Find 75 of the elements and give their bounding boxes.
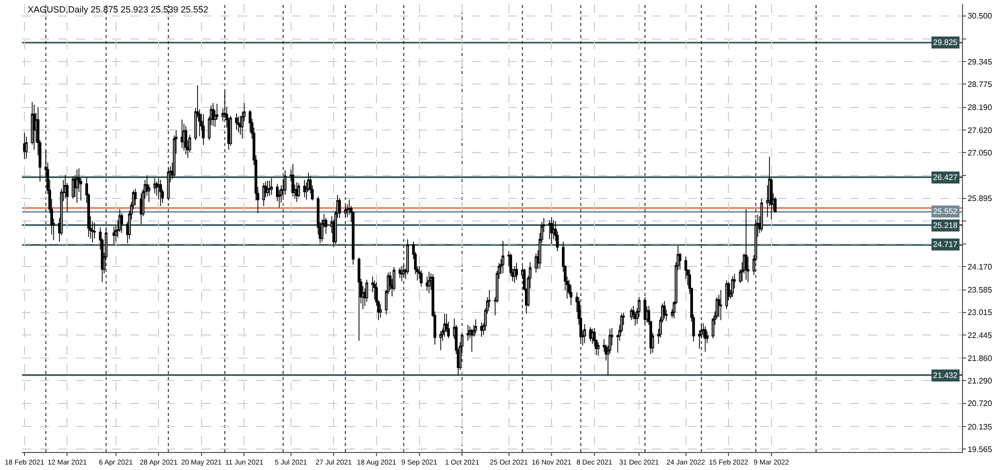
candlestick <box>719 290 722 320</box>
y-tick-label: 27.620 <box>968 126 993 135</box>
candlestick <box>552 220 555 240</box>
candlestick <box>443 313 446 338</box>
candlestick <box>292 164 294 197</box>
candlestick <box>474 318 478 334</box>
candlestick <box>91 220 94 243</box>
candlestick <box>663 300 666 319</box>
candlestick <box>534 253 538 273</box>
candlestick <box>235 112 238 130</box>
candlestick <box>426 276 428 292</box>
candlestick <box>120 212 124 234</box>
candlestick <box>182 123 186 151</box>
candlestick <box>344 206 347 218</box>
candlestick <box>114 224 118 242</box>
candlestick <box>202 114 205 146</box>
candlestick <box>704 326 707 352</box>
candlestick <box>550 216 553 244</box>
ref-line-label: 26.427 <box>933 173 958 182</box>
chart-title: XAGUSD,Daily 25.875 25.923 25.539 25.552 <box>28 4 208 15</box>
candlestick <box>358 257 360 342</box>
candlestick <box>596 342 600 356</box>
candlestick <box>23 132 26 160</box>
y-tick-label: 23.015 <box>968 308 993 318</box>
y-tick-label: 22.445 <box>968 330 993 340</box>
candlestick <box>76 169 78 204</box>
y-tick-label: 23.585 <box>968 286 993 295</box>
candlestick <box>502 240 504 274</box>
candlestick <box>744 208 748 280</box>
candlestick <box>268 180 271 196</box>
candlestick <box>270 178 273 196</box>
candlestick <box>644 296 646 324</box>
candlestick <box>297 182 300 198</box>
y-tick-label: 28.190 <box>968 103 993 112</box>
candlestick <box>731 276 734 298</box>
candlestick <box>718 294 720 318</box>
y-tick-label: 20.720 <box>968 399 993 408</box>
candlestick <box>134 188 137 206</box>
candlestick <box>420 270 423 288</box>
candlestick <box>591 328 594 344</box>
ref-line-label: 25.552 <box>933 207 958 216</box>
candlestick <box>180 119 184 149</box>
y-tick-label: 21.290 <box>968 376 993 386</box>
candlestick <box>439 330 442 351</box>
candlestick <box>760 198 763 232</box>
ref-line-label: 29.825 <box>933 38 958 47</box>
candlestick <box>184 126 188 155</box>
candlestick <box>589 326 592 342</box>
candlestick <box>398 267 402 279</box>
candlestick <box>112 226 116 246</box>
candlestick <box>406 238 409 275</box>
y-tick-label: 19.565 <box>968 444 993 454</box>
candlestick <box>480 322 483 338</box>
y-tick-label: 28.775 <box>968 80 993 90</box>
candlestick <box>400 266 404 282</box>
candlestick <box>548 220 551 240</box>
y-tick-label: 20.135 <box>968 422 993 432</box>
ref-line-label: 24.717 <box>933 240 958 249</box>
candlestick <box>238 115 242 136</box>
y-tick-label: 27.050 <box>968 148 993 158</box>
y-tick-label: 24.170 <box>968 262 993 272</box>
y-tick-label: 25.895 <box>968 194 993 204</box>
candlestick <box>159 179 162 206</box>
y-tick-label: 21.860 <box>968 354 993 363</box>
ref-line-label: 25.218 <box>933 221 958 230</box>
candlestick <box>515 262 518 280</box>
y-tick-label: 29.345 <box>968 57 993 66</box>
candlestick <box>365 279 368 302</box>
candlestick <box>379 304 382 318</box>
candlestick <box>93 222 96 239</box>
candlestick <box>774 196 777 213</box>
ref-line-label: 21.432 <box>933 371 958 380</box>
candlestick <box>25 136 28 159</box>
candlestick <box>72 176 74 200</box>
y-tick-label: 30.500 <box>968 12 993 21</box>
